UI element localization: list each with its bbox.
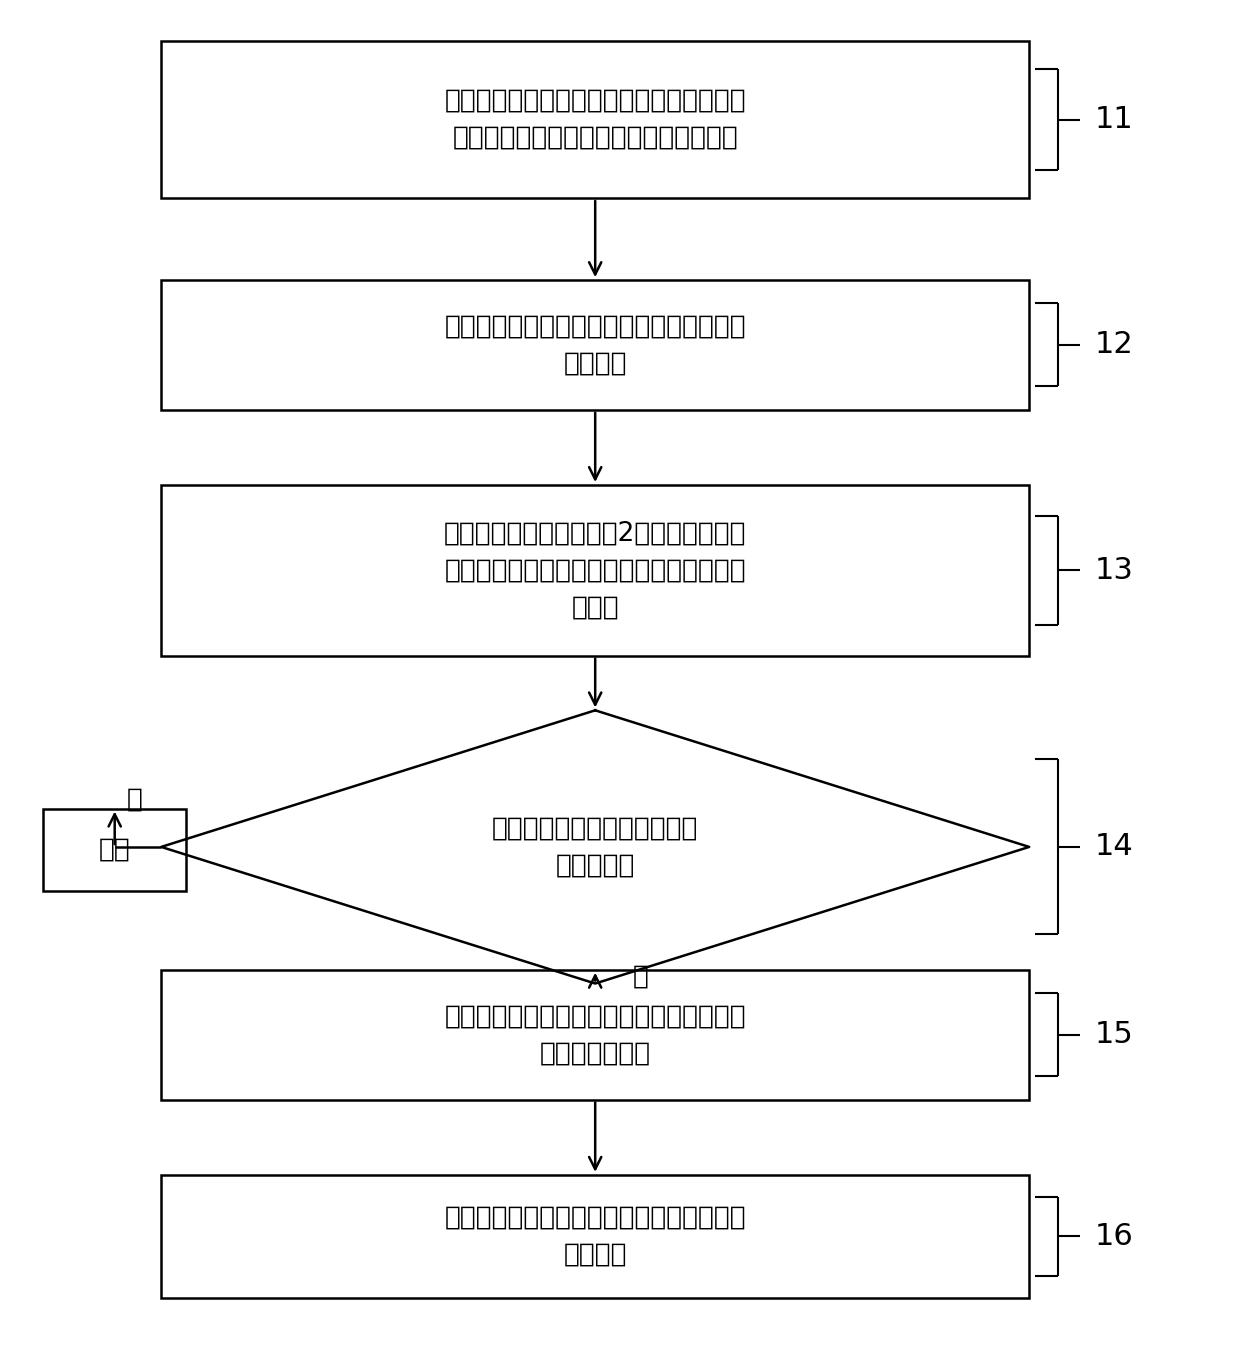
Text: 获取所述第一当前距离的2倍值与所述第一
当前波长的整数倍值之间的差值的绝对值的
最小值: 获取所述第一当前距离的2倍值与所述第一 当前波长的整数倍值之间的差值的绝对值的 …	[444, 520, 746, 620]
Bar	[161, 485, 1029, 656]
Bar	[161, 970, 1029, 1100]
Bar	[161, 280, 1029, 410]
Text: 15: 15	[1095, 1020, 1133, 1049]
Bar	[43, 809, 186, 891]
Text: 是: 是	[632, 963, 649, 990]
Text: 结束: 结束	[99, 836, 130, 863]
Text: 14: 14	[1095, 832, 1133, 862]
Bar	[161, 41, 1029, 198]
Bar	[161, 1175, 1029, 1298]
Text: 13: 13	[1095, 556, 1133, 585]
Text: 11: 11	[1095, 105, 1133, 134]
Text: 根据所述第一当前波长确定所述发射换能器
的理想发射频率: 根据所述第一当前波长确定所述发射换能器 的理想发射频率	[444, 1003, 746, 1067]
Text: 判断所述最小值是否大于或者
等于门限值: 判断所述最小值是否大于或者 等于门限值	[492, 816, 698, 878]
Text: 16: 16	[1095, 1221, 1133, 1251]
Text: 获取反射面与所述超生波换能器之间的第一
当前距离: 获取反射面与所述超生波换能器之间的第一 当前距离	[444, 313, 746, 377]
Text: 12: 12	[1095, 331, 1133, 359]
Text: 否: 否	[126, 787, 143, 813]
Text: 根据所述理想发射频率，对所述发射换能器
进行调整: 根据所述理想发射频率，对所述发射换能器 进行调整	[444, 1205, 746, 1268]
Text: 当满足触发条件后，则获取超生波换能器的
发射换能器发射的超声波的第一当前波长: 当满足触发条件后，则获取超生波换能器的 发射换能器发射的超声波的第一当前波长	[444, 87, 746, 152]
